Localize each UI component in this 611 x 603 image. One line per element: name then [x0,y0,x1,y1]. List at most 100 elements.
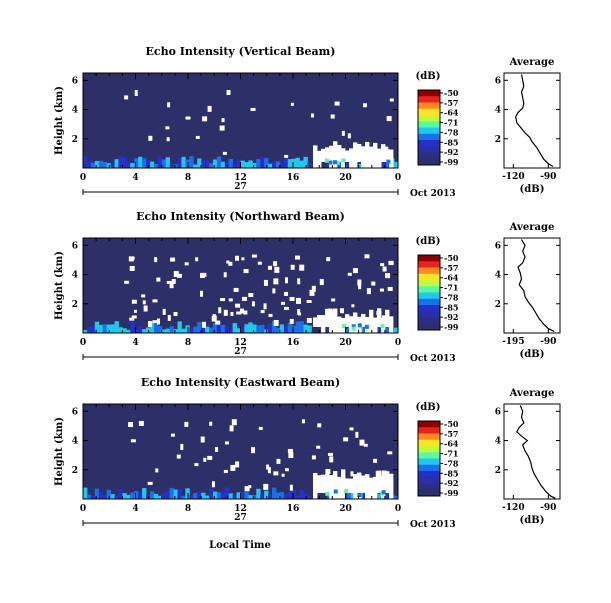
profile-x-label: (dB) [520,349,545,360]
missing-data-block [313,141,394,168]
colorbar-unit: (dB) [416,71,441,82]
colorbar-tick-label: -99 [444,157,459,167]
profile-line [516,405,556,499]
colorbar-swatch [418,152,440,160]
profile-y-tick-label: 2 [495,300,501,310]
x-tick-label: 0 [80,173,86,183]
colorbar-swatch [418,298,440,306]
day-label: 27 [234,513,247,523]
x-axis: 0 4 8 12 16 20 0 [80,238,401,348]
colorbar-frame [417,254,441,331]
date-label: Oct 2013 [410,189,456,199]
colorbar-swatch [418,439,440,447]
average-profile: Average 6 4 2 -195 -90 (dB) [495,222,561,360]
colorbar-swatch [418,108,440,116]
profile-y-tick-label: 2 [495,466,501,476]
colorbar-swatch [418,317,440,325]
x-tick-label: 0 [395,173,401,183]
colorbar-tick-label: -50 [444,419,459,429]
average-profile: Average 6 4 2 -120 -90 (dB) [495,388,561,526]
colorbar-tick-label: -85 [444,137,458,147]
date-bar: 27 Oct 2013 [82,182,456,199]
x-tick-label: 0 [395,338,401,348]
profile-title: Average [509,222,555,233]
colorbar-tick-label: -92 [444,478,458,488]
colorbar-swatch [418,305,440,312]
profile-frame [503,403,561,500]
colorbar-tick-label: -64 [444,108,459,118]
colorbar-swatch [418,489,440,497]
y-tick-label: 4 [72,106,78,116]
colorbar-swatch [418,458,440,466]
colorbar-swatch [418,133,440,141]
x-tick-label: 4 [132,173,138,183]
profile-x-tick-label: -120 [502,172,525,182]
colorbar: (dB)-50-57-64-71-78-85-92-99 [416,402,459,498]
colorbar-swatch [418,427,440,434]
colorbar-tick-label: -71 [444,449,458,459]
x-tick-label: 0 [395,504,401,514]
profile-y-tick-label: 6 [495,241,501,251]
colorbar-swatch [418,446,440,453]
missing-data-block [313,308,394,333]
colorbar-swatch [418,471,440,478]
profile-y-tick-label: 6 [495,407,501,417]
y-axis-label: Height (km) [54,417,65,486]
y-tick-label: 2 [72,300,78,310]
colorbar-swatch [418,96,440,103]
colorbar-swatch [418,280,440,287]
x-tick-label: 8 [185,173,191,183]
x-tick-label: 16 [287,173,300,183]
x-tick-label: 0 [80,338,86,348]
colorbar-tick-label: -50 [444,88,459,98]
colorbar-swatch [418,323,440,331]
colorbar-swatch [418,121,440,128]
x-tick-label: 4 [132,504,138,514]
profile-frame [503,237,561,334]
colorbar-tick-label: -64 [444,439,459,449]
panel-title: Echo Intensity (Northward Beam) [136,210,345,223]
date-label: Oct 2013 [410,520,456,530]
x-tick-label: 4 [132,338,138,348]
y-axis: 6 4 2 [72,407,398,476]
profile-x-tick-label: -90 [540,503,556,513]
x-tick-label: 16 [287,504,300,514]
x-tick-label: 8 [185,504,191,514]
colorbar-swatch [418,464,440,472]
colorbar-frame [417,420,441,497]
colorbar-tick-label: -78 [444,292,459,302]
colorbar-tick-label: -71 [444,283,458,293]
panel-2: Echo Intensity (Northward Beam)0 4 8 12 16 20… [54,210,561,364]
colorbar-tick-label: -78 [444,458,459,468]
colorbar-tick-label: -50 [444,253,459,263]
colorbar-tick-label: -57 [444,429,458,439]
y-tick-label: 6 [72,407,78,417]
date-label: Oct 2013 [410,354,456,364]
colorbar-unit: (dB) [416,402,441,413]
x-tick-label: 20 [339,338,352,348]
missing-data-speckle [128,419,393,492]
panel-1: Echo Intensity (Vertical Beam)0 4 8 12 16 20 0… [54,45,561,199]
colorbar-swatch [418,286,440,293]
x-tick-label: 0 [80,504,86,514]
colorbar-swatch [418,483,440,491]
profile-line [515,74,554,168]
colorbar-tick-label: -85 [444,468,458,478]
y-axis-label: Height (km) [54,251,65,320]
profile-frame [503,72,561,169]
panel-title: Echo Intensity (Eastward Beam) [141,376,340,389]
colorbar: (dB)-50-57-64-71-78-85-92-99 [416,71,459,167]
colorbar-swatch [418,90,440,97]
y-axis: 6 4 2 [72,241,398,310]
colorbar-swatch [418,146,440,153]
x-tick-label: 8 [185,338,191,348]
profile-x-label: (dB) [520,515,545,526]
colorbar-unit: (dB) [416,236,441,247]
colorbar-tick-label: -71 [444,118,458,128]
average-profile: Average 6 4 2 -120 -90 (dB) [495,57,561,195]
colorbar-swatch [418,267,440,275]
y-tick-label: 4 [72,437,78,447]
profile-line [517,239,555,333]
y-tick-label: 6 [72,76,78,86]
date-bar: 27 Oct 2013 [82,347,456,364]
